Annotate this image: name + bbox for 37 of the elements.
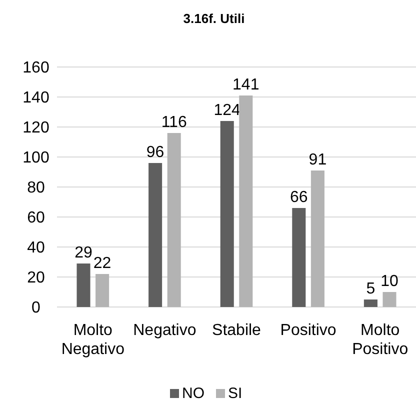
bar bbox=[167, 133, 181, 307]
data-label: 29 bbox=[74, 244, 92, 262]
y-tick-label: 100 bbox=[22, 150, 50, 167]
y-tick-label: 80 bbox=[27, 180, 45, 197]
x-tick-label: Molto Positivo bbox=[352, 322, 408, 358]
bar bbox=[148, 163, 162, 307]
bar bbox=[76, 264, 90, 307]
y-tick-label: 60 bbox=[27, 210, 45, 227]
data-label: 141 bbox=[232, 76, 260, 94]
x-tick-label: Positivo bbox=[280, 322, 336, 339]
x-tick-label: Molto Negativo bbox=[61, 322, 125, 358]
data-label: 22 bbox=[93, 255, 112, 272]
data-label: 10 bbox=[380, 273, 398, 290]
bar bbox=[310, 170, 324, 307]
data-label: 96 bbox=[146, 144, 164, 161]
bar bbox=[96, 274, 110, 307]
y-tick-label: 20 bbox=[27, 270, 45, 287]
bar bbox=[364, 300, 378, 307]
data-label: 116 bbox=[161, 114, 187, 131]
y-tick-label: 120 bbox=[22, 120, 50, 137]
bar bbox=[292, 208, 306, 307]
x-tick-label: Stabile bbox=[212, 322, 262, 339]
chart-title: 3.16f. Utili bbox=[183, 11, 245, 26]
y-tick-label: 40 bbox=[27, 240, 45, 257]
data-label: 124 bbox=[214, 102, 241, 119]
legend-label: SI bbox=[228, 385, 242, 402]
data-label: 5 bbox=[366, 280, 376, 298]
y-tick-label: 160 bbox=[22, 60, 50, 77]
legend-label: NO bbox=[182, 385, 204, 402]
bar bbox=[382, 292, 396, 307]
data-label: 66 bbox=[290, 189, 308, 206]
data-label: 91 bbox=[308, 152, 327, 168]
bar bbox=[239, 96, 253, 307]
bar bbox=[220, 121, 234, 307]
x-tick-label: Negativo bbox=[133, 322, 196, 339]
y-tick-label: 0 bbox=[32, 300, 41, 317]
y-tick-label: 140 bbox=[22, 90, 50, 107]
